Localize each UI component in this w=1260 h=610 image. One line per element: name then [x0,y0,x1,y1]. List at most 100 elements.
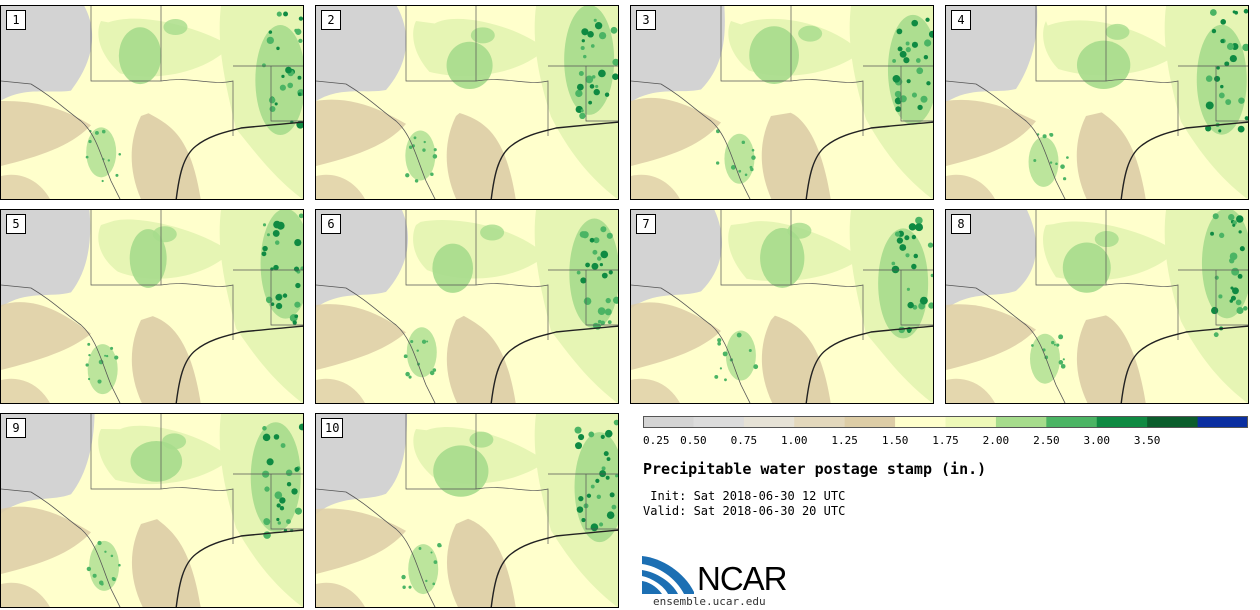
precip-water-map [1,210,303,403]
high-moisture-cell [1220,19,1227,25]
high-moisture-cell [92,573,97,578]
high-moisture-cell [285,469,293,477]
high-moisture-cell [1205,101,1214,110]
dry-region-gray [946,6,1038,103]
ensemble-member-panel-9: 9 [0,413,304,608]
high-moisture-cell [262,426,267,431]
international-border [631,284,751,403]
site-url[interactable]: ensemble.ucar.edu [653,595,766,608]
international-border [316,80,436,199]
high-moisture-cell [748,349,752,352]
high-moisture-cell [601,272,608,279]
dry-region-tan [1,100,91,166]
high-moisture-cell [599,262,603,267]
international-border [946,284,1066,403]
high-moisture-cell [892,59,897,63]
moist-region-green [408,544,439,595]
dry-region-tan [1,174,50,199]
high-moisture-cell [604,92,610,97]
high-moisture-cell [114,355,119,360]
high-moisture-cell [615,474,618,478]
high-moisture-cell [86,566,92,572]
dry-region-gray [1,210,91,308]
colorbar-swatch [1096,416,1148,428]
high-moisture-cell [104,354,107,357]
high-moisture-cell [586,493,592,498]
high-moisture-cell [425,579,428,583]
moist-region-green [1028,136,1059,187]
high-moisture-cell [1236,306,1244,315]
high-moisture-cell [1211,306,1219,315]
high-moisture-cell [903,57,910,64]
high-moisture-cell [722,351,728,357]
high-moisture-cell [750,167,754,172]
init-time: Init: Sat 2018-06-30 12 UTC [643,489,846,503]
dry-region-tan [1076,315,1146,403]
high-moisture-cell [262,223,267,227]
high-moisture-cell [268,30,273,34]
high-moisture-cell [1213,332,1219,338]
high-moisture-cell [911,263,917,270]
high-moisture-cell [1238,97,1245,104]
international-border [316,488,436,607]
high-moisture-cell [294,301,301,308]
dry-region-tan [446,315,516,403]
high-moisture-cell [275,293,283,301]
ensemble-member-panel-4: 4 [945,5,1249,200]
high-moisture-cell [911,41,918,48]
high-moisture-cell [1235,299,1242,306]
dry-region-gray [1,414,95,514]
high-moisture-cell [274,102,278,106]
high-moisture-cell [595,478,600,483]
high-moisture-cell [1243,8,1248,14]
high-moisture-cell [1242,43,1248,52]
dry-region-tan [131,113,201,199]
dry-region-tan [946,378,995,403]
high-moisture-cell [1224,61,1230,67]
high-moisture-cell [1210,231,1214,236]
state-boundary [405,414,618,544]
high-moisture-cell [85,155,89,159]
high-moisture-cell [911,19,919,27]
high-moisture-cell [928,302,933,309]
high-moisture-cell [911,234,917,240]
colorbar-swatch [643,416,694,428]
high-moisture-cell [578,433,585,441]
high-moisture-cell [300,266,303,271]
high-moisture-cell [294,507,302,515]
member-number-label: 2 [321,10,341,30]
precip-water-map [631,6,933,199]
high-moisture-cell [101,129,106,134]
high-moisture-cell [262,433,271,442]
high-moisture-cell [597,307,606,315]
high-moisture-cell [1229,299,1234,303]
high-moisture-cell [899,244,907,251]
high-moisture-cell [1229,252,1238,261]
moist-region-green [87,344,118,395]
high-moisture-cell [1062,358,1065,361]
gulf-coastline [805,325,933,403]
high-moisture-cell [597,256,602,261]
high-moisture-cell [714,374,719,379]
high-moisture-cell [283,11,289,17]
high-moisture-cell [264,486,270,492]
high-moisture-cell [275,302,283,310]
high-moisture-cell [904,235,910,241]
high-moisture-cell [1226,42,1234,50]
high-moisture-cell [589,237,595,243]
gulf-coastline [175,121,303,199]
moist-region-green [250,422,301,533]
high-moisture-cell [899,50,907,58]
precip-water-map [316,6,618,199]
moist-region-green [1094,231,1119,248]
high-moisture-cell [924,39,932,47]
ensemble-member-panel-2: 2 [315,5,619,200]
precip-water-map [1,6,303,199]
high-moisture-cell [610,26,618,34]
high-moisture-cell [1060,164,1065,169]
high-moisture-cell [273,434,280,440]
high-moisture-cell [277,521,282,525]
high-moisture-cell [717,341,722,346]
high-moisture-cell [279,497,286,504]
moist-region-green [749,26,799,85]
